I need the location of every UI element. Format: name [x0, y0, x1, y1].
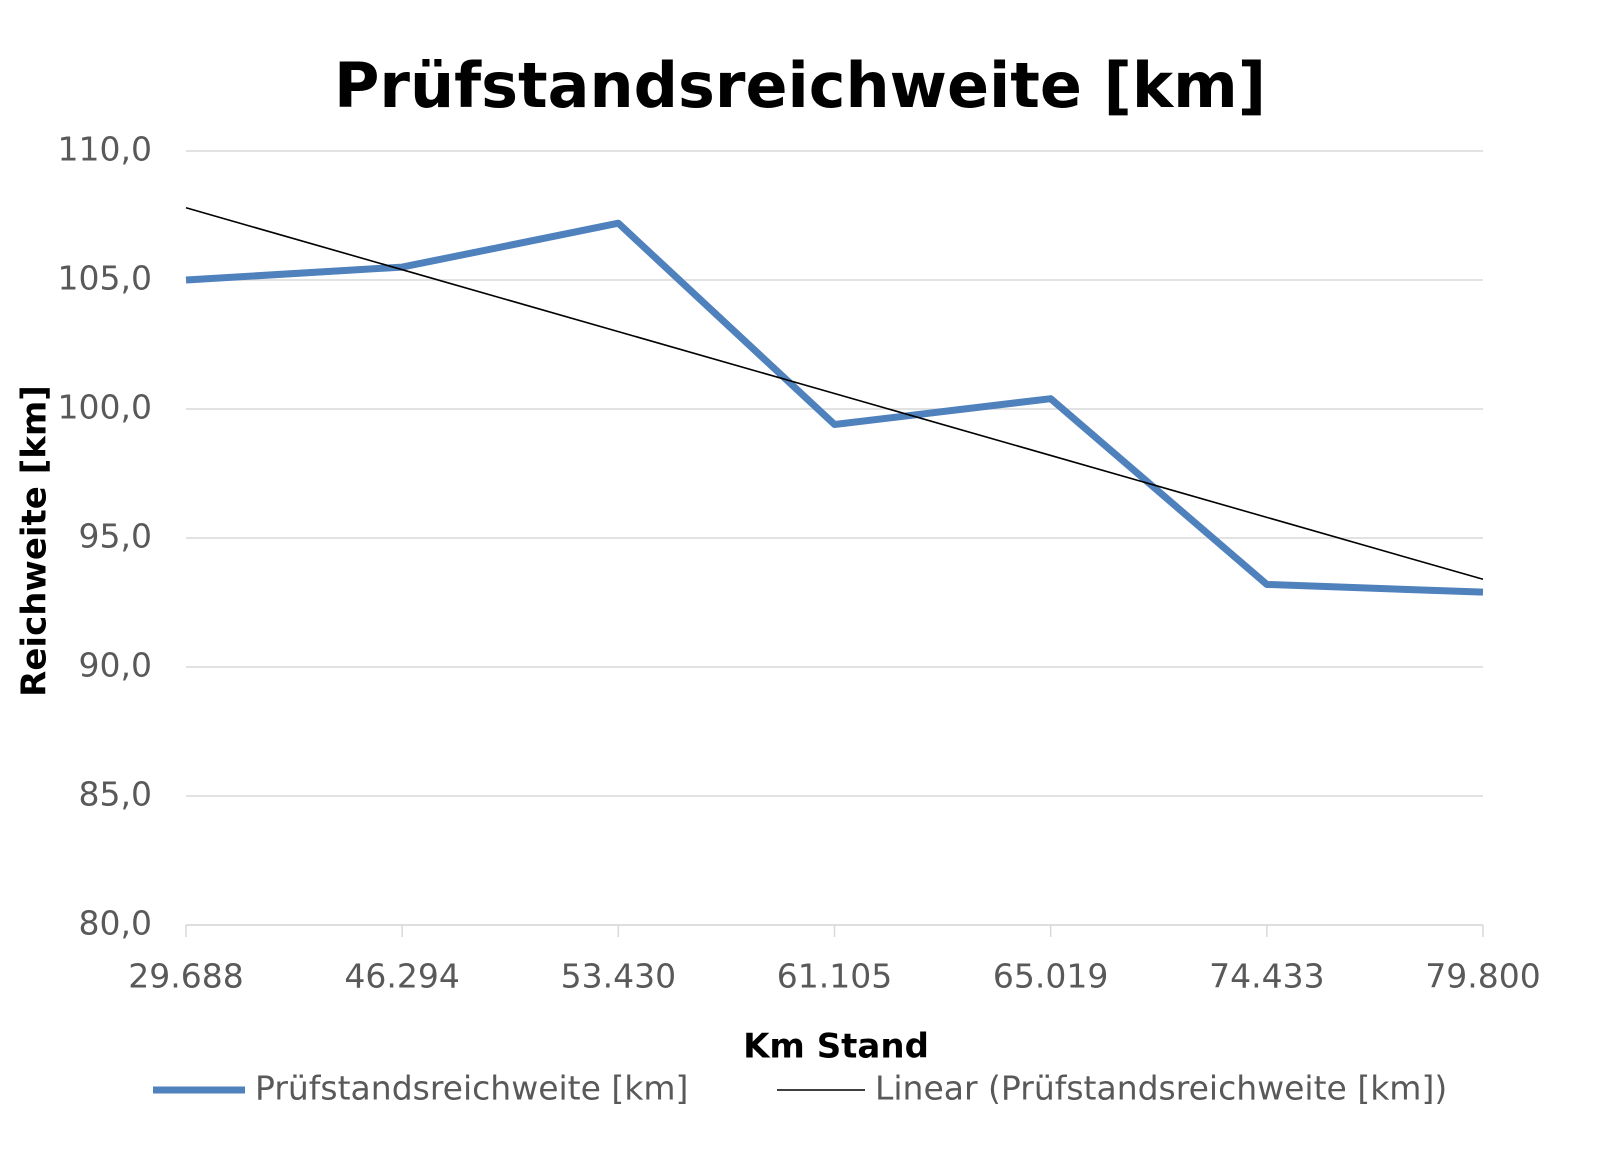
legend-label: Linear (Prüfstandsreichweite [km]) — [875, 1069, 1447, 1108]
y-tick-label: 100,0 — [58, 388, 152, 427]
x-tick-label: 79.800 — [1425, 957, 1540, 996]
y-tick-label: 105,0 — [58, 259, 152, 298]
chart-title: Prüfstandsreichweite [km] — [334, 49, 1266, 122]
x-tick-label: 74.433 — [1209, 957, 1324, 996]
y-tick-label: 85,0 — [79, 775, 152, 814]
y-tick-label: 110,0 — [58, 130, 152, 169]
y-tick-label: 90,0 — [79, 646, 152, 685]
x-tick-label: 46.294 — [344, 957, 459, 996]
x-tick-label: 61.105 — [777, 957, 892, 996]
x-axis-label: Km Stand — [743, 1027, 929, 1067]
x-tick-label: 53.430 — [561, 957, 676, 996]
series-line — [185, 219, 1484, 596]
legend-label: Prüfstandsreichweite [km] — [255, 1069, 688, 1108]
x-tick-label: 29.688 — [128, 957, 243, 996]
series-line — [185, 206, 1484, 581]
y-tick-label: 80,0 — [79, 904, 152, 943]
y-axis-label: Reichweite [km] — [15, 385, 55, 697]
y-tick-label: 95,0 — [79, 517, 152, 556]
x-tick-label: 65.019 — [993, 957, 1108, 996]
